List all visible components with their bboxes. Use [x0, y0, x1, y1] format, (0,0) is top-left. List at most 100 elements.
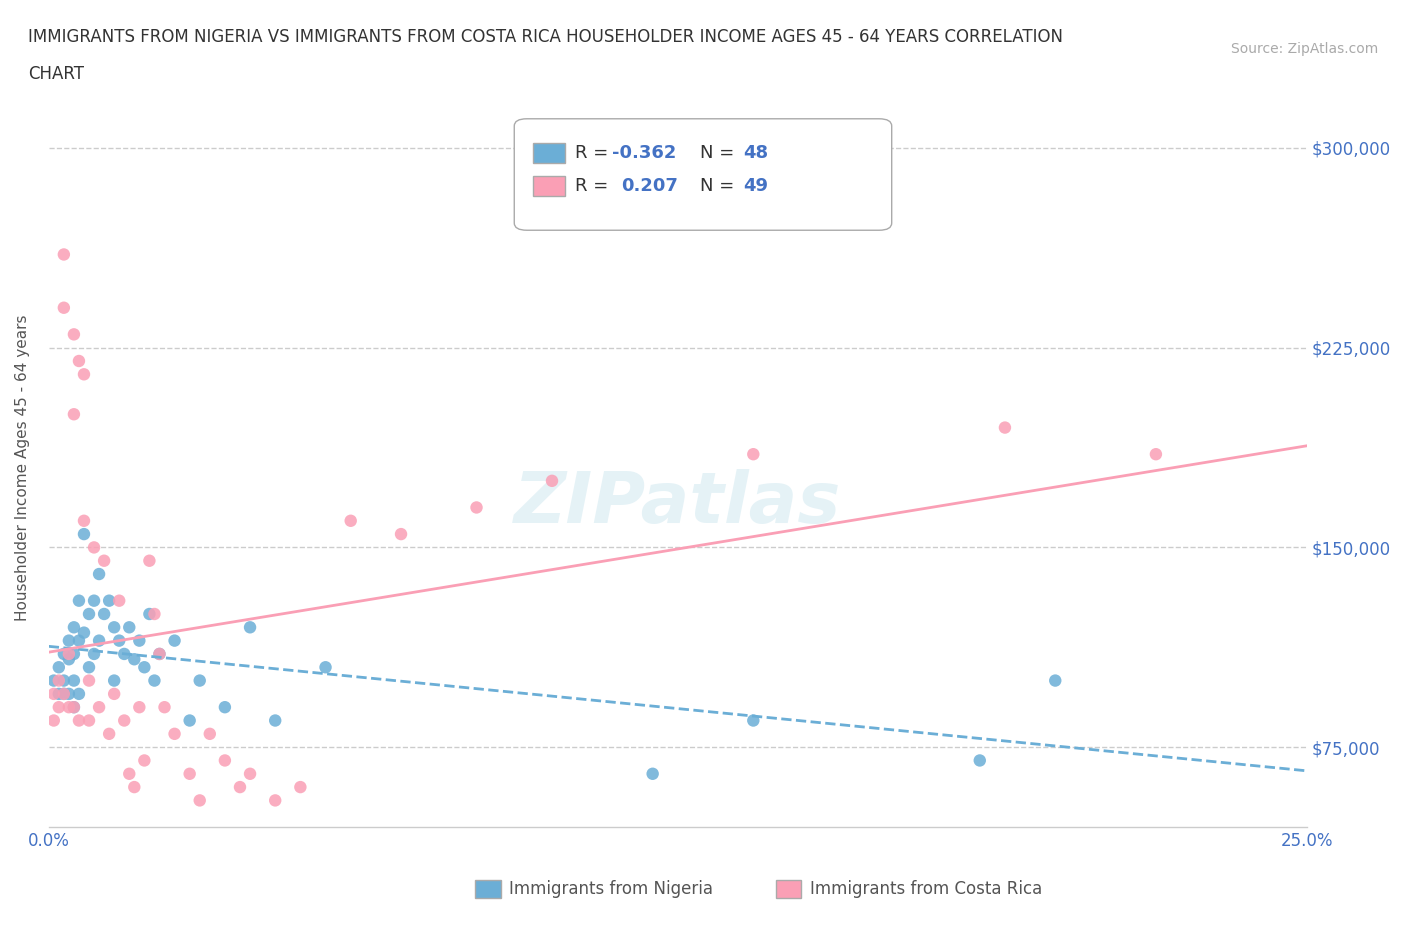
Point: [179, 713, 201, 728]
Point: [214, 753, 236, 768]
Point: [83, 593, 105, 608]
Point: [42, 686, 65, 701]
Point: [58, 633, 80, 648]
Point: [112, 713, 135, 728]
Point: [148, 646, 170, 661]
Point: [339, 513, 361, 528]
Point: [52, 646, 75, 661]
Point: [742, 446, 765, 461]
Text: 48: 48: [744, 143, 768, 162]
Point: [124, 652, 146, 667]
Text: 0.207: 0.207: [621, 178, 678, 195]
Point: [77, 673, 100, 688]
Point: [1045, 673, 1067, 688]
Point: [239, 620, 262, 635]
Point: [134, 659, 156, 674]
Point: [134, 753, 156, 768]
Point: [73, 625, 96, 640]
Text: Immigrants from Nigeria: Immigrants from Nigeria: [509, 880, 713, 898]
Point: [389, 526, 412, 541]
Text: ZIPatlas: ZIPatlas: [515, 469, 842, 538]
Point: [229, 779, 252, 794]
Point: [93, 553, 115, 568]
Point: [67, 713, 90, 728]
FancyBboxPatch shape: [533, 177, 565, 196]
Point: [124, 779, 146, 794]
Point: [58, 686, 80, 701]
Point: [143, 673, 166, 688]
Point: [52, 300, 75, 315]
Point: [83, 540, 105, 555]
Point: [264, 793, 287, 808]
Text: N =: N =: [700, 143, 741, 162]
Text: CHART: CHART: [28, 65, 84, 83]
FancyBboxPatch shape: [533, 142, 565, 163]
Point: [63, 327, 86, 342]
Point: [98, 726, 121, 741]
Text: Source: ZipAtlas.com: Source: ZipAtlas.com: [1230, 42, 1378, 56]
Point: [198, 726, 221, 741]
Point: [138, 553, 160, 568]
Point: [153, 699, 176, 714]
Point: [58, 699, 80, 714]
Point: [42, 673, 65, 688]
Point: [641, 766, 664, 781]
Point: [188, 793, 211, 808]
Point: [77, 606, 100, 621]
Point: [73, 526, 96, 541]
Point: [52, 686, 75, 701]
Point: [63, 406, 86, 421]
Point: [541, 473, 564, 488]
Text: R =: R =: [575, 143, 613, 162]
Point: [118, 766, 141, 781]
Point: [52, 247, 75, 262]
Point: [98, 593, 121, 608]
Point: [58, 646, 80, 661]
Text: 49: 49: [744, 178, 768, 195]
Point: [128, 633, 150, 648]
Point: [163, 726, 186, 741]
Text: IMMIGRANTS FROM NIGERIA VS IMMIGRANTS FROM COSTA RICA HOUSEHOLDER INCOME AGES 45: IMMIGRANTS FROM NIGERIA VS IMMIGRANTS FR…: [28, 28, 1063, 46]
Point: [148, 646, 170, 661]
Point: [48, 673, 70, 688]
Point: [179, 766, 201, 781]
Point: [63, 699, 86, 714]
Point: [994, 420, 1017, 435]
Point: [42, 713, 65, 728]
Point: [67, 593, 90, 608]
Point: [48, 699, 70, 714]
Point: [93, 606, 115, 621]
Point: [87, 633, 110, 648]
Point: [103, 673, 125, 688]
Point: [465, 500, 488, 515]
Point: [214, 699, 236, 714]
Point: [103, 620, 125, 635]
Point: [63, 673, 86, 688]
Point: [87, 699, 110, 714]
Point: [239, 766, 262, 781]
Point: [77, 713, 100, 728]
Point: [138, 606, 160, 621]
Point: [77, 659, 100, 674]
Point: [83, 646, 105, 661]
Point: [73, 366, 96, 381]
Point: [742, 713, 765, 728]
Point: [108, 633, 131, 648]
Point: [52, 673, 75, 688]
Point: [143, 606, 166, 621]
Point: [108, 593, 131, 608]
Point: [163, 633, 186, 648]
Text: R =: R =: [575, 178, 620, 195]
FancyBboxPatch shape: [515, 119, 891, 231]
Point: [63, 699, 86, 714]
Y-axis label: Householder Income Ages 45 - 64 years: Householder Income Ages 45 - 64 years: [15, 314, 30, 620]
Text: Immigrants from Costa Rica: Immigrants from Costa Rica: [810, 880, 1042, 898]
Point: [73, 513, 96, 528]
Point: [118, 620, 141, 635]
Point: [48, 686, 70, 701]
Point: [63, 646, 86, 661]
Point: [58, 652, 80, 667]
Text: -0.362: -0.362: [613, 143, 676, 162]
Point: [315, 659, 337, 674]
Point: [112, 646, 135, 661]
